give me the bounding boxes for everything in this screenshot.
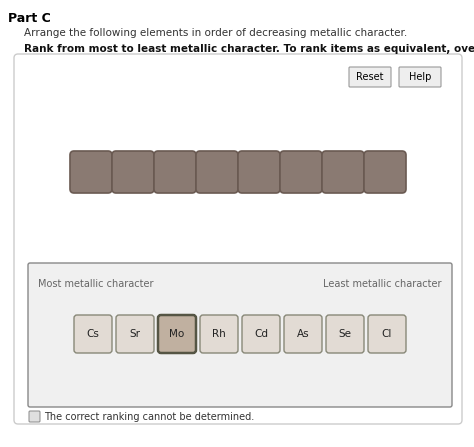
Text: The correct ranking cannot be determined.: The correct ranking cannot be determined… — [44, 412, 254, 422]
Text: Cs: Cs — [87, 329, 100, 339]
FancyBboxPatch shape — [368, 315, 406, 353]
FancyBboxPatch shape — [29, 411, 40, 422]
FancyBboxPatch shape — [158, 315, 196, 353]
Text: As: As — [297, 329, 310, 339]
FancyBboxPatch shape — [364, 151, 406, 193]
FancyBboxPatch shape — [242, 315, 280, 353]
Text: Reset: Reset — [356, 72, 384, 82]
Text: Help: Help — [409, 72, 431, 82]
FancyBboxPatch shape — [154, 151, 196, 193]
FancyBboxPatch shape — [349, 67, 391, 87]
FancyBboxPatch shape — [322, 151, 364, 193]
Text: Cd: Cd — [254, 329, 268, 339]
FancyBboxPatch shape — [200, 315, 238, 353]
FancyBboxPatch shape — [280, 151, 322, 193]
FancyBboxPatch shape — [196, 151, 238, 193]
FancyBboxPatch shape — [70, 151, 112, 193]
FancyBboxPatch shape — [112, 151, 154, 193]
FancyBboxPatch shape — [28, 263, 452, 407]
Text: Part C: Part C — [8, 12, 51, 25]
Text: Arrange the following elements in order of decreasing metallic character.: Arrange the following elements in order … — [24, 28, 407, 38]
Text: Rh: Rh — [212, 329, 226, 339]
FancyBboxPatch shape — [399, 67, 441, 87]
Text: Mo: Mo — [169, 329, 185, 339]
Text: Most metallic character: Most metallic character — [38, 279, 154, 289]
Text: Cl: Cl — [382, 329, 392, 339]
Text: Se: Se — [338, 329, 352, 339]
FancyBboxPatch shape — [74, 315, 112, 353]
FancyBboxPatch shape — [326, 315, 364, 353]
FancyBboxPatch shape — [14, 54, 462, 424]
Text: Least metallic character: Least metallic character — [323, 279, 442, 289]
FancyBboxPatch shape — [284, 315, 322, 353]
FancyBboxPatch shape — [116, 315, 154, 353]
Text: Rank from most to least metallic character. To rank items as equivalent, overlap: Rank from most to least metallic charact… — [24, 44, 474, 54]
FancyBboxPatch shape — [238, 151, 280, 193]
Text: Sr: Sr — [129, 329, 140, 339]
